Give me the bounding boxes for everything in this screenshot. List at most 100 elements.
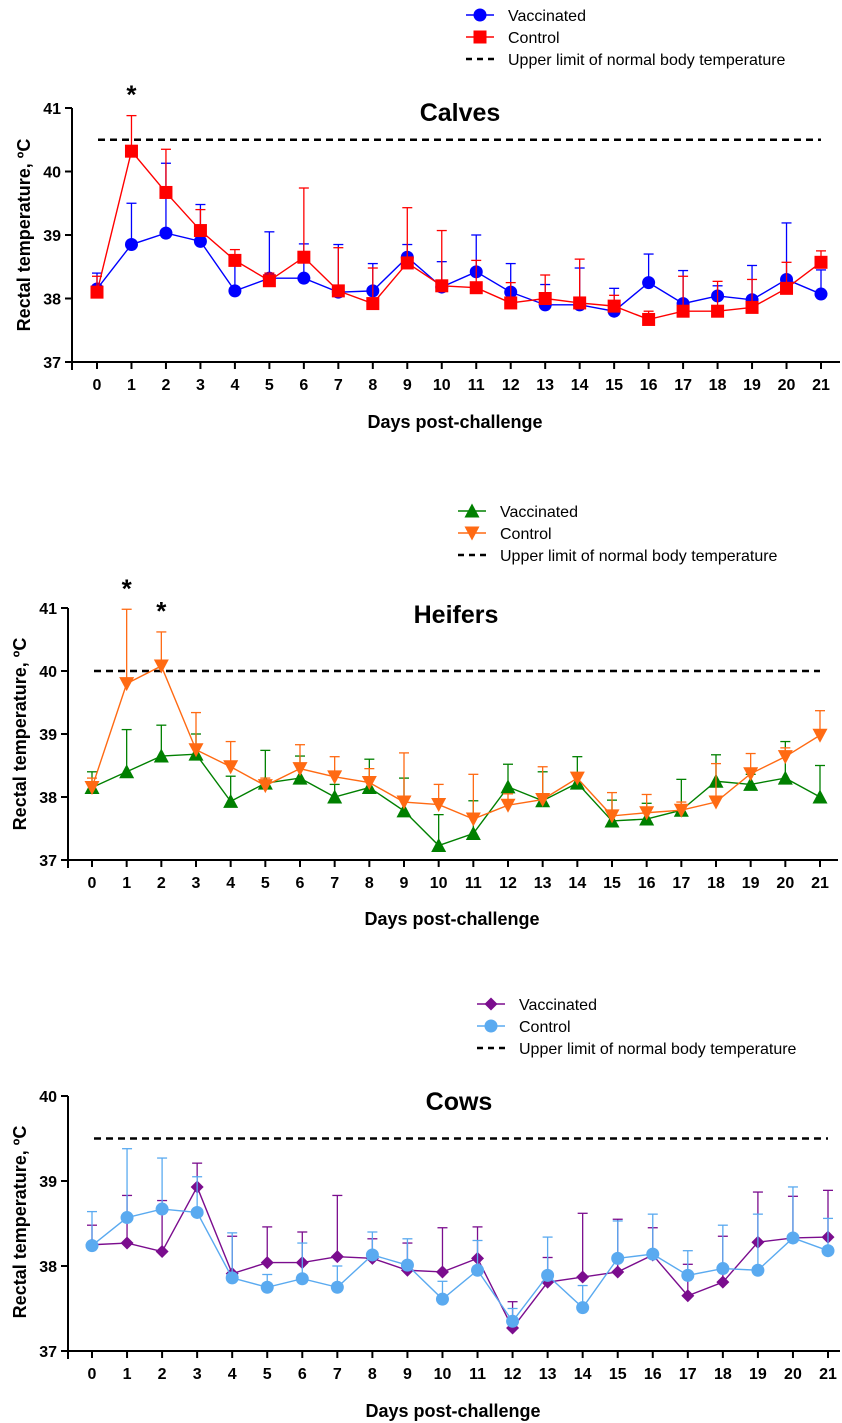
series-1-marker xyxy=(119,764,135,779)
series-4-marker xyxy=(228,284,242,298)
series-9-marker xyxy=(396,803,412,818)
x-tick-label: 2 xyxy=(157,875,166,892)
x-tick-label: 15 xyxy=(603,875,621,892)
series-10-marker xyxy=(435,279,449,293)
series-2-marker xyxy=(159,185,173,199)
series-vaccinated-group xyxy=(85,1162,835,1335)
series-12-marker xyxy=(500,798,516,813)
x-tick-label: 5 xyxy=(265,377,274,394)
series-21-marker xyxy=(812,789,828,804)
x-tick-label: 5 xyxy=(261,875,270,892)
series-4-marker xyxy=(223,760,239,775)
legend-label: Vaccinated xyxy=(508,8,586,25)
series-6-marker xyxy=(292,762,308,777)
x-tick-label: 9 xyxy=(400,875,409,892)
x-tick-label: 15 xyxy=(609,1366,627,1383)
series-2-marker xyxy=(155,1245,169,1259)
x-tick-label: 3 xyxy=(193,1366,202,1383)
significance-star: * xyxy=(156,596,167,626)
y-tick-label: 40 xyxy=(43,165,61,182)
x-tick-label: 11 xyxy=(465,875,482,892)
x-tick-label: 20 xyxy=(778,377,796,394)
series-21-marker xyxy=(821,1244,835,1258)
series-5-marker xyxy=(260,1280,274,1294)
legend-label-threshold: Upper limit of normal body temperature xyxy=(500,548,778,565)
series-9-marker xyxy=(400,1258,414,1272)
x-tick-label: 12 xyxy=(502,377,520,394)
x-tick-label: 17 xyxy=(674,377,692,394)
series-20-marker xyxy=(786,1231,800,1245)
series-line xyxy=(91,664,821,820)
legend: Vaccinated Control Upper limit of normal b… xyxy=(466,8,786,69)
series-1-marker xyxy=(464,526,480,541)
series-12-marker xyxy=(506,1314,520,1328)
series-7-marker xyxy=(330,1250,344,1264)
y-tick-label: 40 xyxy=(39,664,57,681)
series-0-marker xyxy=(84,781,100,796)
series-15-marker xyxy=(604,809,620,824)
series-15-marker xyxy=(607,299,621,313)
x-tick-label: 17 xyxy=(672,875,690,892)
series-11-marker xyxy=(471,1263,485,1277)
series-8-marker xyxy=(365,1248,379,1262)
x-tick-label: 0 xyxy=(88,1366,97,1383)
series-3-marker xyxy=(188,743,204,758)
x-tick-label: 7 xyxy=(333,1366,342,1383)
x-tick-label: 8 xyxy=(368,377,377,394)
series-8-marker xyxy=(361,776,377,791)
series-7-marker xyxy=(327,789,343,804)
series-4-marker xyxy=(228,253,242,267)
x-tick-label: 0 xyxy=(93,377,102,394)
x-tick-label: 13 xyxy=(536,377,554,394)
series-15-marker xyxy=(611,1251,625,1265)
x-tick-label: 6 xyxy=(296,875,305,892)
x-tick-label: 0 xyxy=(88,875,97,892)
y-axis-title: Rectal temperature, ºC xyxy=(14,139,34,332)
series-11-marker xyxy=(465,812,481,827)
series-7-marker xyxy=(331,284,345,298)
legend-label-threshold: Upper limit of normal body temperature xyxy=(508,52,786,69)
series-line xyxy=(91,753,821,847)
series-9-marker xyxy=(400,256,414,270)
series-10-marker xyxy=(435,1265,449,1279)
y-tick-label: 38 xyxy=(39,790,57,807)
series-20-marker xyxy=(777,770,793,785)
series-10-marker xyxy=(435,1292,449,1306)
y-tick-label: 37 xyxy=(43,355,61,372)
series-19-marker xyxy=(751,1263,765,1277)
x-tick-label: 18 xyxy=(707,875,725,892)
x-tick-label: 14 xyxy=(568,875,586,892)
series-10-marker xyxy=(431,798,447,813)
x-tick-label: 10 xyxy=(434,1366,452,1383)
legend-label: Control xyxy=(500,526,552,543)
x-tick-label: 15 xyxy=(605,377,623,394)
y-tick-label: 39 xyxy=(43,228,61,245)
series-13-marker xyxy=(541,1268,555,1282)
series-2-marker xyxy=(153,659,169,674)
legend: Vaccinated Control Upper limit of normal b… xyxy=(458,503,778,565)
y-tick-label: 38 xyxy=(43,292,61,309)
series-0-marker xyxy=(473,8,487,22)
series-1-marker xyxy=(124,238,138,252)
x-tick-label: 1 xyxy=(122,875,131,892)
series-6-marker xyxy=(297,271,311,285)
series-18-marker xyxy=(708,795,724,810)
y-tick-label: 37 xyxy=(39,1344,57,1361)
y-tick-label: 39 xyxy=(39,727,57,744)
series-16-marker xyxy=(639,806,655,821)
series-control-group xyxy=(90,114,828,326)
x-tick-label: 13 xyxy=(539,1366,557,1383)
y-tick-label: 37 xyxy=(39,853,57,870)
series-13-marker xyxy=(535,793,551,808)
series-control-group xyxy=(84,608,828,827)
series-16-marker xyxy=(642,312,656,326)
series-18-marker xyxy=(711,304,725,318)
legend-label: Control xyxy=(508,30,560,47)
series-9-marker xyxy=(396,795,412,810)
x-tick-label: 19 xyxy=(742,875,760,892)
x-tick-label: 14 xyxy=(571,377,589,394)
x-tick-label: 9 xyxy=(403,1366,412,1383)
